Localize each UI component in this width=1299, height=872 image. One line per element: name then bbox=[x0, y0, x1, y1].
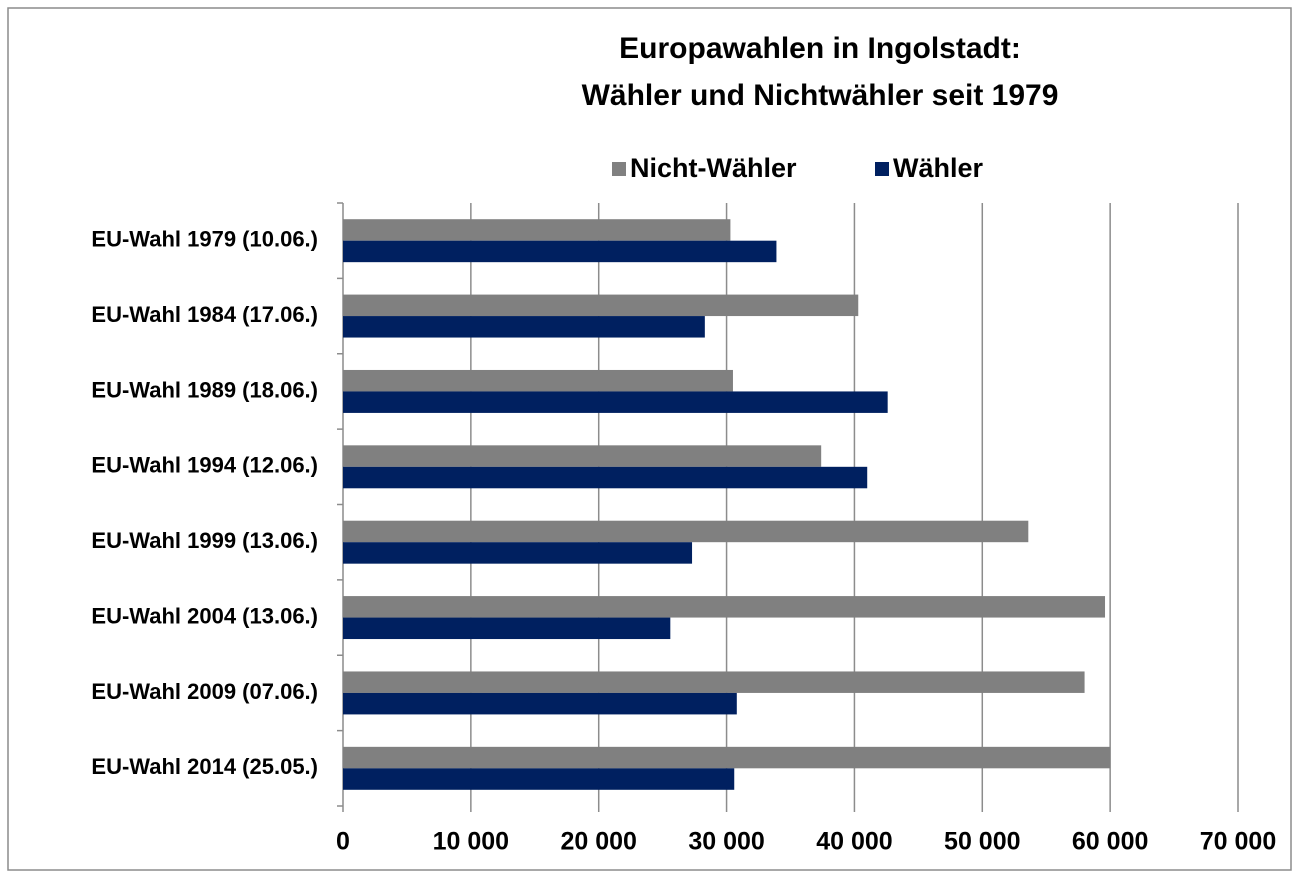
bar bbox=[343, 466, 868, 489]
y-tick-label: EU-Wahl 2004 (13.06.) bbox=[91, 603, 318, 628]
y-tick-label: EU-Wahl 2014 (25.05.) bbox=[91, 754, 318, 779]
bar bbox=[343, 542, 693, 564]
legend-label: Nicht-Wähler bbox=[630, 153, 797, 183]
x-tick-label: 70 000 bbox=[1200, 828, 1276, 856]
x-tick-label: 60 000 bbox=[1072, 828, 1148, 856]
y-tick-label: EU-Wahl 1999 (13.06.) bbox=[91, 528, 318, 553]
chart-title: Wähler und Nichtwähler seit 1979 bbox=[582, 79, 1059, 112]
bar bbox=[343, 768, 735, 790]
bar bbox=[343, 391, 888, 413]
bar bbox=[343, 692, 737, 715]
bar bbox=[343, 240, 777, 263]
legend-swatch bbox=[875, 162, 889, 176]
bar bbox=[343, 316, 705, 338]
bar bbox=[343, 671, 1085, 693]
bar bbox=[343, 746, 1111, 769]
bar bbox=[343, 445, 822, 467]
bar bbox=[343, 596, 1106, 618]
legend-swatch bbox=[612, 162, 626, 176]
bar bbox=[343, 520, 1029, 543]
y-tick-label: EU-Wahl 2009 (07.06.) bbox=[91, 679, 318, 704]
x-tick-label: 0 bbox=[336, 828, 350, 856]
y-tick-label: EU-Wahl 1984 (17.06.) bbox=[91, 302, 318, 327]
x-tick-label: 40 000 bbox=[816, 828, 892, 856]
x-tick-label: 20 000 bbox=[560, 828, 636, 856]
x-tick-label: 50 000 bbox=[944, 828, 1020, 856]
bar bbox=[343, 369, 733, 392]
y-tick-label: EU-Wahl 1989 (18.06.) bbox=[91, 377, 318, 402]
legend-label: Wähler bbox=[893, 153, 984, 183]
x-tick-label: 30 000 bbox=[688, 828, 764, 856]
x-tick-label: 10 000 bbox=[433, 828, 509, 856]
bar bbox=[343, 294, 859, 317]
bar bbox=[343, 219, 731, 241]
y-tick-label: EU-Wahl 1979 (10.06.) bbox=[91, 227, 318, 252]
bar bbox=[343, 617, 671, 640]
chart-title: Europawahlen in Ingolstadt: bbox=[619, 32, 1021, 65]
chart-frame bbox=[7, 7, 1292, 871]
y-tick-label: EU-Wahl 1994 (12.06.) bbox=[91, 453, 318, 478]
